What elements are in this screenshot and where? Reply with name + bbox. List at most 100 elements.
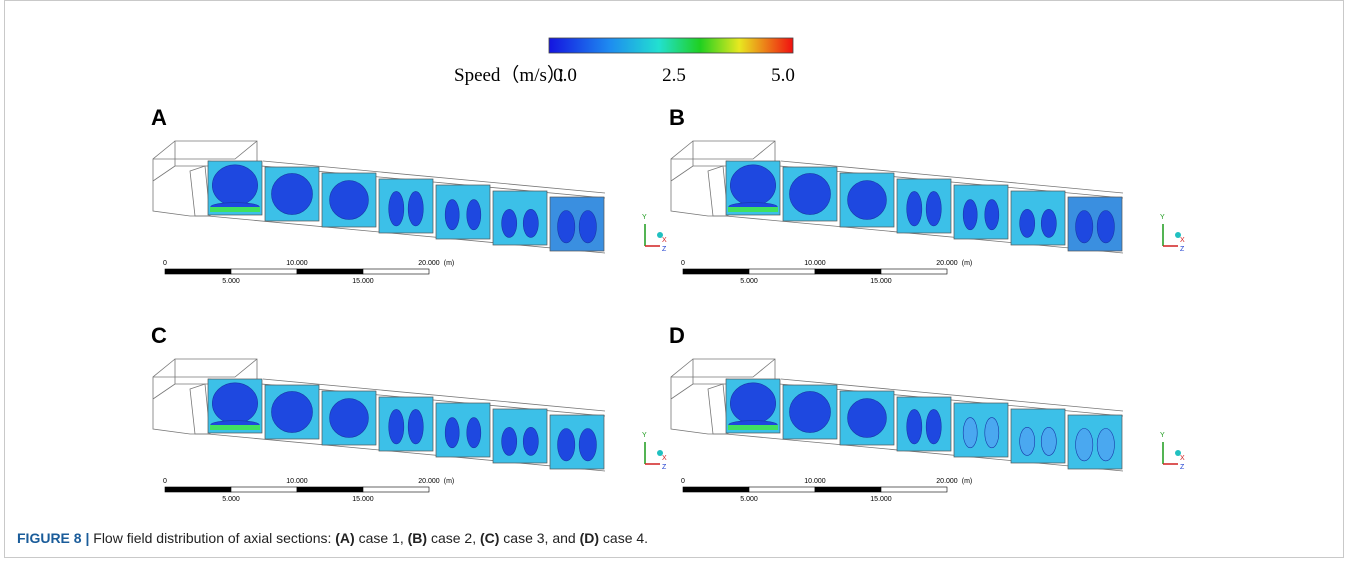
flow-region bbox=[847, 180, 887, 220]
flow-region bbox=[1040, 427, 1057, 456]
scale-bar-segment bbox=[230, 486, 298, 493]
flow-region bbox=[212, 382, 258, 425]
scale-bar-segment bbox=[362, 486, 430, 493]
panel: B 0 10.000 20.000 (m) 5.000 15.000 Y XZ bbox=[669, 105, 1185, 285]
flow-region bbox=[847, 398, 887, 438]
panel-label: C bbox=[151, 323, 167, 348]
panel-label: D bbox=[669, 323, 685, 348]
scale-bar-label: (m) bbox=[444, 260, 455, 267]
triad-label: Y bbox=[642, 214, 647, 221]
scale-bar-label: 0 bbox=[681, 260, 685, 267]
flow-region bbox=[388, 409, 405, 445]
flow-region bbox=[501, 209, 518, 238]
scale-bar-label: 15.000 bbox=[870, 278, 892, 285]
scale-bar-segment bbox=[362, 268, 430, 275]
panel-label: B bbox=[669, 105, 685, 130]
scale-bar-segment bbox=[164, 486, 232, 493]
scale-bar-label: 20.000 bbox=[418, 260, 440, 267]
scale-bar-label: 0 bbox=[681, 478, 685, 485]
flow-region bbox=[728, 207, 778, 212]
scale-bar-label: 10.000 bbox=[804, 260, 826, 267]
flow-region bbox=[1040, 209, 1057, 238]
flow-region bbox=[906, 409, 923, 445]
caption-part: Flow field distribution of axial section… bbox=[89, 530, 336, 546]
flow-region bbox=[1019, 427, 1036, 456]
triad-label: X bbox=[662, 237, 667, 244]
section bbox=[492, 408, 548, 464]
colorbar bbox=[548, 37, 794, 54]
scale-bar-label: 0 bbox=[163, 478, 167, 485]
flow-region bbox=[728, 425, 778, 430]
flow-region bbox=[522, 209, 539, 238]
flow-region bbox=[444, 199, 460, 231]
flow-region bbox=[407, 409, 424, 445]
scale-bar-segment bbox=[296, 268, 364, 275]
flow-region bbox=[730, 382, 776, 425]
scale-bar-label: 5.000 bbox=[740, 278, 758, 285]
scale-bar-label: (m) bbox=[962, 478, 973, 485]
triad-dot bbox=[657, 450, 663, 456]
flow-region bbox=[501, 427, 518, 456]
colorbar-tick-label: 0.0 bbox=[553, 65, 577, 86]
panel: D 0 10.000 20.000 (m) 5.000 15.000 Y XZ bbox=[669, 323, 1185, 503]
flow-region bbox=[388, 191, 405, 227]
scale-bar-segment bbox=[230, 268, 298, 275]
triad-dot bbox=[1175, 450, 1181, 456]
caption-part: case 4. bbox=[599, 530, 649, 546]
flow-region bbox=[329, 180, 369, 220]
scale-bar-segment bbox=[296, 486, 364, 493]
flow-region bbox=[466, 199, 482, 231]
section bbox=[378, 178, 434, 234]
triad-label: Y bbox=[1160, 214, 1165, 221]
flow-region bbox=[466, 417, 482, 449]
scale-bar-label: 15.000 bbox=[352, 278, 374, 285]
triad-label: Y bbox=[1160, 432, 1165, 439]
flow-region bbox=[789, 173, 831, 215]
triad-dot bbox=[657, 232, 663, 238]
panel: C 0 10.000 20.000 (m) 5.000 15.000 Y XZ bbox=[151, 323, 667, 503]
flow-region bbox=[271, 391, 313, 433]
section bbox=[1010, 408, 1066, 464]
flow-region bbox=[1096, 428, 1115, 462]
flow-region bbox=[1075, 210, 1094, 244]
scale-bar-label: 5.000 bbox=[222, 278, 240, 285]
scale-bar-label: 5.000 bbox=[222, 496, 240, 503]
scale-bar-segment bbox=[682, 268, 750, 275]
caption-part: (C) bbox=[479, 530, 500, 546]
flow-region bbox=[271, 173, 313, 215]
scale-bar-label: 20.000 bbox=[936, 260, 958, 267]
flow-region bbox=[1019, 209, 1036, 238]
inlet-box bbox=[189, 383, 211, 435]
flow-region bbox=[906, 191, 923, 227]
triad-label: Z bbox=[662, 464, 667, 471]
flow-region bbox=[1096, 210, 1115, 244]
section bbox=[435, 402, 491, 458]
colorbar-tick-label: 5.0 bbox=[771, 65, 795, 86]
scale-bar-segment bbox=[748, 486, 816, 493]
section bbox=[1010, 190, 1066, 246]
triad-dot bbox=[1175, 232, 1181, 238]
triad-label: Z bbox=[1180, 246, 1185, 253]
section bbox=[953, 184, 1009, 240]
flow-region bbox=[789, 391, 831, 433]
flow-region bbox=[444, 417, 460, 449]
section bbox=[953, 402, 1009, 458]
scale-bar-label: (m) bbox=[444, 478, 455, 485]
section bbox=[896, 396, 952, 452]
caption: FIGURE 8 | Flow field distribution of ax… bbox=[17, 530, 648, 546]
inlet-box bbox=[707, 165, 729, 217]
flow-region bbox=[212, 164, 258, 207]
scale-bar-segment bbox=[880, 268, 948, 275]
scale-bar-segment bbox=[682, 486, 750, 493]
section bbox=[896, 178, 952, 234]
caption-part: case 2, bbox=[427, 530, 480, 546]
scale-bar-segment bbox=[748, 268, 816, 275]
scale-bar-segment bbox=[814, 486, 882, 493]
scale-bar-label: 15.000 bbox=[352, 496, 374, 503]
flow-region bbox=[962, 199, 978, 231]
flow-region bbox=[557, 428, 576, 462]
flow-region bbox=[1075, 428, 1094, 462]
scale-bar-label: 15.000 bbox=[870, 496, 892, 503]
flow-region bbox=[962, 417, 978, 449]
triad-label: Y bbox=[642, 432, 647, 439]
